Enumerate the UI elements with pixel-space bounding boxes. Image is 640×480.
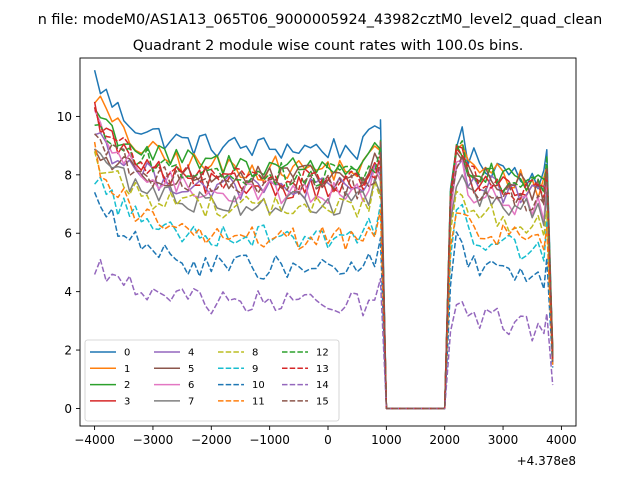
x-tick-label: 2000 — [429, 433, 460, 447]
legend-label-13: 13 — [316, 364, 329, 375]
suptitle: n file: modeM0/AS1A13_065T06_9000005924_… — [38, 12, 603, 28]
legend-label-4: 4 — [188, 348, 194, 359]
legend-label-5: 5 — [188, 364, 194, 375]
series-line-11 — [93, 141, 554, 410]
series-line-10 — [93, 192, 554, 410]
legend-label-8: 8 — [252, 348, 258, 359]
axes-layer: −4000 −3000 −2000 −1000 0 1000 2000 3000 4000 0 2 4… — [57, 57, 577, 447]
x-tick-label: −3000 — [133, 433, 174, 447]
y-tick-label: 4 — [64, 285, 72, 299]
y-tick-label: 6 — [64, 227, 72, 241]
x-tick-label: −2000 — [191, 433, 232, 447]
x-tick-label: −4000 — [74, 433, 115, 447]
x-tick-label: 1000 — [371, 433, 402, 447]
legend-label-14: 14 — [316, 380, 329, 391]
legend-label-11: 11 — [252, 397, 265, 408]
series-line-14 — [93, 258, 554, 410]
x-offset-label: +4.378e8 — [517, 454, 576, 468]
legend-label-10: 10 — [252, 380, 265, 391]
series-line-9 — [94, 176, 554, 410]
y-tick-label: 8 — [64, 168, 72, 182]
series-line-8 — [93, 151, 554, 410]
series-line-15 — [94, 133, 554, 410]
legend-label-0: 0 — [124, 348, 130, 359]
y-tick-label: 0 — [64, 402, 72, 416]
legend-label-2: 2 — [124, 380, 130, 391]
legend-label-12: 12 — [316, 348, 329, 359]
legend-box — [84, 339, 340, 422]
y-tick-label: 10 — [57, 110, 72, 124]
legend-label-15: 15 — [316, 397, 329, 408]
legend-label-7: 7 — [188, 397, 194, 408]
x-tick-label: 0 — [324, 433, 332, 447]
x-tick-label: 3000 — [488, 433, 519, 447]
y-tick-label: 2 — [64, 344, 72, 358]
series-layer — [93, 70, 554, 410]
series-line-0 — [93, 70, 554, 410]
legend-label-3: 3 — [124, 397, 130, 408]
legend-label-1: 1 — [124, 364, 130, 375]
x-tick-label: 4000 — [546, 433, 577, 447]
chart-title: Quadrant 2 module wise count rates with … — [133, 38, 524, 54]
legend-label-6: 6 — [188, 380, 194, 391]
x-tick-label: −1000 — [249, 433, 290, 447]
series-line-7 — [94, 148, 554, 410]
series-line-13 — [93, 106, 554, 410]
legend-label-9: 9 — [252, 364, 258, 375]
